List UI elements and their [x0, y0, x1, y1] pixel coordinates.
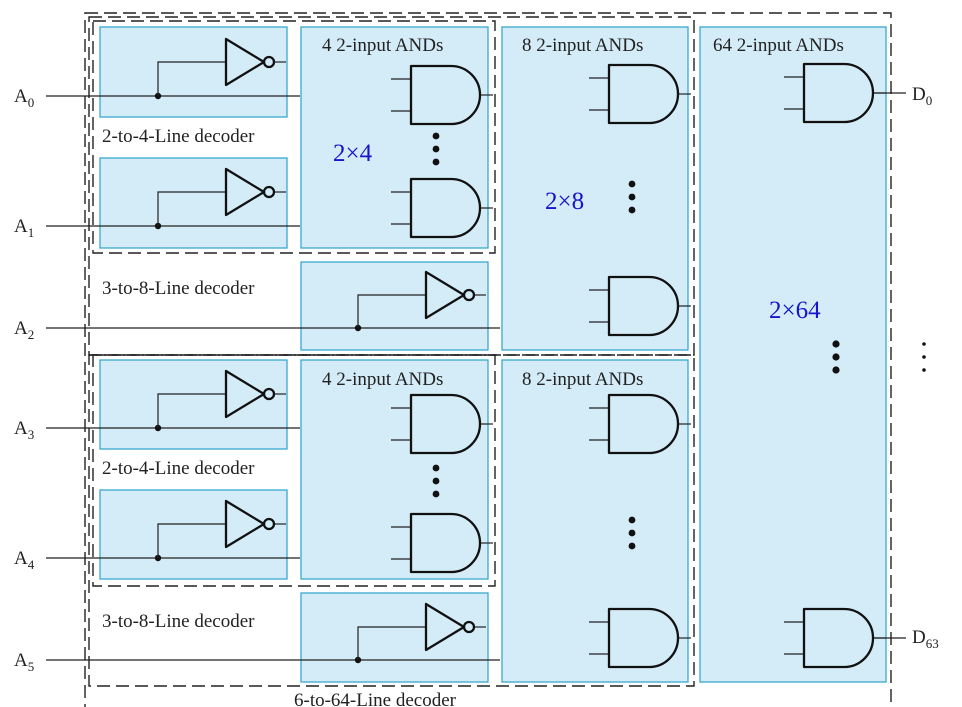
inverter-block-a0: [99, 26, 288, 118]
frame-6to64-decoder: [84, 12, 892, 707]
and-group-label-8-top: 8 2-input ANDs: [522, 35, 643, 56]
and-gate-8bottom-last: [607, 607, 680, 669]
ellipsis-dot-4bottom-0: [432, 464, 440, 472]
decoder-label-6to64: 6-to-64-Line decoder: [294, 690, 457, 707]
inverter-block-a2: [300, 261, 489, 351]
inverter-feed-a1: [157, 191, 226, 226]
frame-3to8-decoder-bottom: [88, 354, 695, 687]
inverter-a0: [224, 37, 266, 87]
input-label-a2: A2: [14, 318, 34, 342]
and-block-8-bottom: [501, 359, 689, 683]
and-gate-4bottom-first: [409, 393, 482, 455]
decoder-label-2to4-top: 2-to-4-Line decoder: [102, 126, 255, 147]
input-label-a4: A4: [14, 548, 35, 572]
frame-2to4-decoder-top: [92, 20, 496, 254]
ellipsis-dot-4bottom-2: [432, 490, 440, 498]
output-label-d63: D63: [912, 627, 939, 651]
gate-count-2x8: 2×8: [545, 188, 584, 215]
output-label-d0: D0: [912, 84, 932, 108]
inverter-a3: [224, 369, 266, 419]
inverter-block-a3: [99, 359, 288, 450]
gate-count-2x4: 2×4: [333, 140, 373, 167]
ellipsis-dot-8top-0: [628, 180, 636, 188]
input-label-a5: A5: [14, 650, 34, 674]
and-block-64: [699, 26, 887, 683]
and-group-label-64: 64 2-input ANDs: [713, 35, 844, 56]
ellipsis-dot-4top-1: [432, 145, 440, 153]
ellipsis-dot-64-0: [832, 340, 840, 348]
frame-3to8-decoder-top: [88, 16, 695, 356]
inverter-a4: [224, 499, 266, 549]
gate-count-2x64: 2×64: [769, 297, 821, 324]
ellipsis-dot-8bottom-0: [628, 516, 636, 524]
and-group-label-8-bottom: 8 2-input ANDs: [522, 369, 643, 390]
frame-2to4-decoder-bottom: [92, 354, 496, 587]
ellipsis-dot-outputs-1: [922, 355, 926, 359]
inverter-bubble-a2: [462, 288, 476, 302]
inverter-bubble-a4: [262, 517, 276, 531]
ellipsis-dot-8bottom-1: [628, 529, 636, 537]
wires: [46, 61, 906, 664]
inverter-a2: [424, 270, 466, 320]
and-gate-64-first: [802, 62, 875, 124]
and-block-8-top: [501, 26, 689, 351]
inverter-block-a1: [99, 157, 288, 249]
input-label-a3: A3: [14, 418, 34, 442]
ellipsis-dot-8top-2: [628, 206, 636, 214]
inverter-feed-a5: [357, 626, 426, 660]
inverter-bubble-a3: [262, 387, 276, 401]
inverter-bubble-a5: [462, 620, 476, 634]
decoder-label-3to8-bottom: 3-to-8-Line decoder: [102, 611, 255, 632]
and-gate-8bottom-first: [607, 393, 680, 455]
inverter-block-a4: [99, 489, 288, 580]
ellipsis-marks: [432, 132, 926, 550]
ellipsis-dot-outputs-0: [922, 342, 926, 346]
inverter-bubble-a0: [262, 55, 276, 69]
decoder-label-3to8-top: 3-to-8-Line decoder: [102, 278, 255, 299]
and-gate-64-last: [802, 607, 875, 669]
inverter-block-a5: [300, 592, 489, 683]
input-label-a0: A0: [14, 86, 34, 110]
ellipsis-dot-64-1: [832, 353, 840, 361]
and-group-label-4-bottom: 4 2-input ANDs: [322, 369, 443, 390]
ellipsis-dot-8top-1: [628, 193, 636, 201]
inverter-a1: [224, 167, 266, 217]
and-group-label-4-top: 4 2-input ANDs: [322, 35, 443, 56]
inverter-bubble-a1: [262, 185, 276, 199]
ellipsis-dot-4top-2: [432, 158, 440, 166]
and-gate-4bottom-last: [409, 512, 482, 574]
input-label-a1: A1: [14, 216, 34, 240]
and-gate-4top-last: [409, 177, 482, 239]
ellipsis-dot-4top-0: [432, 132, 440, 140]
inverter-feed-a3: [157, 393, 226, 428]
and-block-4-bottom: [300, 359, 489, 580]
inverter-feed-a2: [357, 294, 426, 328]
and-block-4-top: [300, 26, 489, 249]
gates: [224, 37, 875, 669]
and-gate-8top-last: [607, 275, 680, 337]
and-gate-8top-first: [607, 63, 680, 125]
ellipsis-dot-4bottom-1: [432, 477, 440, 485]
inverter-feed-a4: [157, 523, 226, 558]
ellipsis-dot-8bottom-2: [628, 542, 636, 550]
ellipsis-dot-outputs-2: [922, 368, 926, 372]
ellipsis-dot-64-2: [832, 366, 840, 374]
decoder-label-2to4-bottom: 2-to-4-Line decoder: [102, 458, 255, 479]
and-gate-4top-first: [409, 64, 482, 126]
inverter-a5: [424, 602, 466, 652]
inverter-feed-a0: [157, 61, 226, 96]
